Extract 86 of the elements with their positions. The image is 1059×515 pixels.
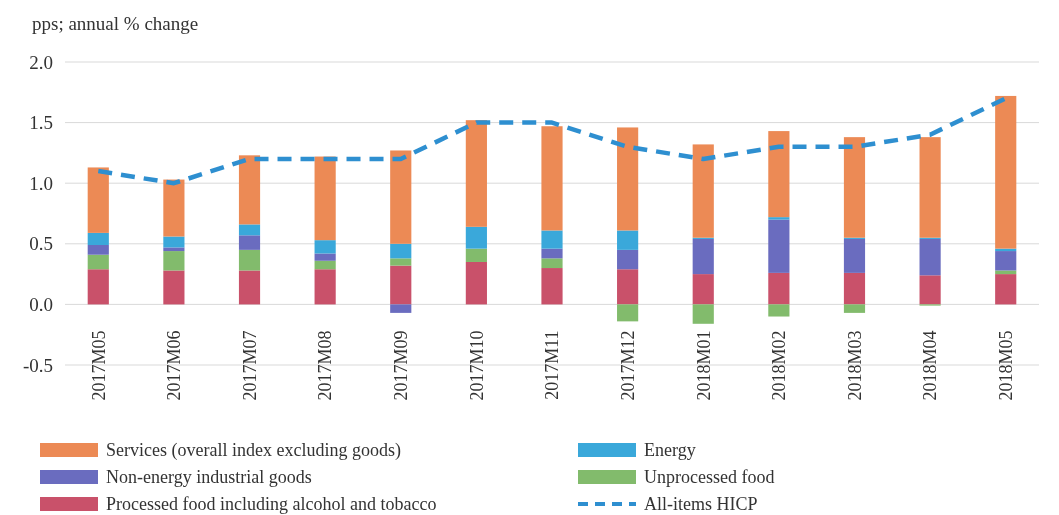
bar bbox=[617, 230, 639, 250]
bar bbox=[768, 304, 790, 317]
bar bbox=[617, 269, 639, 305]
bar bbox=[768, 272, 790, 305]
bar bbox=[843, 137, 866, 238]
bar bbox=[87, 167, 109, 233]
bar bbox=[87, 245, 109, 255]
bar bbox=[163, 247, 185, 252]
y-tick-label: 0.0 bbox=[29, 293, 53, 315]
bar bbox=[163, 179, 185, 237]
x-tick-label: 2017M11 bbox=[542, 330, 563, 400]
bar bbox=[314, 253, 336, 261]
legend-label: Services (overall index excluding goods) bbox=[106, 440, 401, 461]
y-tick-label: 1.5 bbox=[29, 112, 53, 134]
x-tick-label: 2018M01 bbox=[693, 330, 714, 401]
bar bbox=[314, 240, 336, 254]
bar bbox=[995, 95, 1017, 249]
legend-label: All-items HICP bbox=[644, 494, 758, 514]
bar bbox=[314, 260, 336, 270]
bar bbox=[390, 243, 412, 259]
bar bbox=[617, 304, 639, 322]
bar bbox=[995, 274, 1017, 305]
bar bbox=[465, 226, 487, 249]
bar bbox=[163, 251, 185, 271]
y-tick-label: 1.0 bbox=[29, 172, 53, 194]
x-tick-label: 2017M05 bbox=[88, 330, 109, 401]
legend-label: Energy bbox=[644, 440, 696, 460]
x-tick-label: 2017M06 bbox=[164, 330, 185, 401]
bar bbox=[87, 232, 109, 246]
bar bbox=[314, 269, 336, 305]
bar bbox=[390, 304, 412, 313]
bar bbox=[541, 230, 563, 249]
y-tick-label: 2.0 bbox=[29, 51, 53, 73]
bar bbox=[390, 265, 412, 305]
x-tick-label: 2017M08 bbox=[315, 330, 336, 401]
bar bbox=[541, 248, 563, 259]
bar bbox=[617, 249, 639, 270]
bar bbox=[995, 270, 1017, 275]
bar bbox=[465, 120, 487, 227]
y-tick-label: 0.5 bbox=[29, 233, 53, 255]
y-tick-label: -0.5 bbox=[22, 354, 53, 376]
bar bbox=[768, 217, 790, 220]
bar bbox=[843, 238, 866, 273]
bar bbox=[465, 261, 487, 305]
bar bbox=[238, 224, 261, 236]
bar bbox=[919, 275, 941, 305]
x-tick-label: 2018M02 bbox=[769, 330, 790, 401]
bar bbox=[541, 268, 563, 305]
y-axis-title: pps; annual % change bbox=[32, 13, 199, 34]
bar bbox=[238, 249, 261, 271]
bar bbox=[617, 127, 639, 231]
bar bbox=[541, 258, 563, 269]
bar bbox=[768, 131, 790, 218]
bar bbox=[692, 274, 714, 305]
x-tick-label: 2017M09 bbox=[391, 330, 412, 401]
legend-label: Processed food including alcohol and tobacco bbox=[106, 494, 437, 514]
bar bbox=[843, 272, 866, 305]
bar bbox=[692, 238, 714, 275]
bar bbox=[238, 270, 261, 305]
bar bbox=[163, 270, 185, 305]
bar bbox=[163, 236, 185, 248]
x-tick-label: 2017M10 bbox=[466, 330, 487, 401]
x-tick-label: 2017M07 bbox=[239, 330, 260, 401]
bar bbox=[238, 235, 261, 250]
bar bbox=[692, 304, 714, 324]
bar bbox=[541, 126, 563, 231]
bar bbox=[843, 304, 866, 313]
bar bbox=[692, 144, 714, 238]
bar bbox=[390, 150, 412, 244]
bar bbox=[919, 238, 941, 276]
x-tick-label: 2017M12 bbox=[617, 330, 638, 401]
legend-label: Non-energy industrial goods bbox=[106, 467, 312, 487]
bar bbox=[87, 269, 109, 305]
bar bbox=[238, 155, 261, 225]
x-tick-label: 2018M04 bbox=[920, 330, 941, 401]
bar bbox=[314, 156, 336, 241]
legend-label: Unprocessed food bbox=[644, 467, 775, 487]
bar bbox=[919, 137, 941, 238]
bar bbox=[390, 258, 412, 266]
bar bbox=[768, 219, 790, 273]
bar bbox=[87, 254, 109, 270]
x-tick-label: 2018M05 bbox=[996, 330, 1017, 401]
x-tick-label: 2018M03 bbox=[844, 330, 865, 401]
bar bbox=[465, 248, 487, 262]
line-series bbox=[96, 96, 1008, 186]
bar bbox=[995, 251, 1017, 271]
